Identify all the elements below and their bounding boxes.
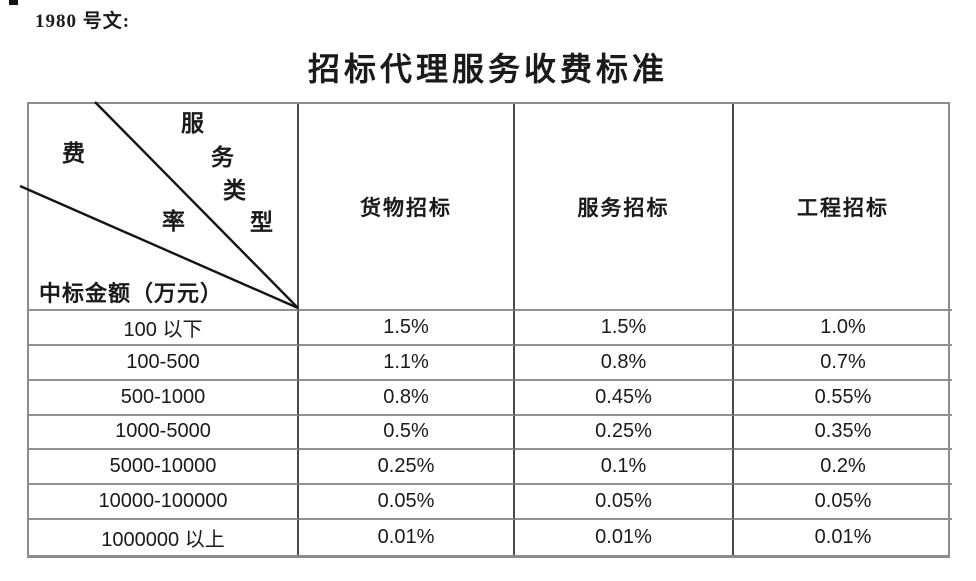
row-range: 10000-100000 — [29, 485, 299, 521]
document-reference: 1980 号文: — [35, 11, 131, 32]
rate-cell: 0.7% — [734, 346, 952, 381]
rate-cell: 0.05% — [734, 485, 952, 521]
row-range: 100-500 — [29, 345, 299, 381]
rate-cell: 1.5% — [515, 311, 734, 346]
column-header-goods: 货物招标 — [299, 104, 515, 311]
rate-cell: 0.2% — [734, 450, 952, 486]
rate-cell: 0.8% — [515, 345, 734, 381]
row-range: 5000-10000 — [29, 450, 299, 486]
rate-char: 率 — [162, 209, 187, 234]
fee-char: 费 — [62, 141, 87, 166]
rate-cell: 0.01% — [299, 520, 515, 555]
rate-cell: 0.05% — [299, 485, 515, 521]
rate-cell: 0.45% — [515, 380, 734, 416]
page-corner-mark — [9, 0, 18, 5]
column-header-works: 工程招标 — [734, 104, 952, 311]
rate-cell: 0.25% — [515, 415, 734, 451]
rate-cell: 0.35% — [734, 416, 952, 451]
rate-cell: 0.8% — [299, 380, 515, 416]
rate-cell: 0.1% — [515, 450, 734, 486]
service-type-char: 服 — [181, 111, 206, 136]
service-type-char: 类 — [223, 178, 248, 203]
rate-cell: 0.55% — [734, 381, 952, 416]
rate-cell: 1.0% — [734, 311, 952, 346]
rate-cell: 0.5% — [299, 415, 515, 451]
row-range: 500-1000 — [29, 380, 299, 416]
rate-cell: 1.5% — [299, 311, 515, 346]
rate-cell: 0.25% — [299, 450, 515, 486]
amount-axis-label: 中标金额（万元） — [39, 281, 224, 306]
page-title: 招标代理服务收费标准 — [307, 51, 668, 87]
rate-cell: 0.05% — [515, 485, 734, 521]
row-range: 100 以下 — [29, 311, 299, 346]
diagonal-header-cell: 费 服 务 类 型 率 中标金额（万元） — [19, 101, 299, 311]
row-range: 1000-5000 — [29, 415, 299, 451]
column-header-services: 服务招标 — [515, 104, 734, 311]
service-type-char: 务 — [211, 145, 236, 170]
rate-cell: 1.1% — [299, 345, 515, 381]
rate-cell: 0.01% — [814, 526, 872, 549]
fee-standard-table: 费 服 务 类 型 率 中标金额（万元） 货物招标 服务招标 工程招标 100 … — [19, 101, 952, 558]
diagonal-lines — [19, 101, 299, 310]
row-range: 1000000 以上 — [29, 520, 299, 555]
rate-cell: 0.01% — [515, 520, 734, 555]
service-type-char: 型 — [250, 210, 275, 235]
